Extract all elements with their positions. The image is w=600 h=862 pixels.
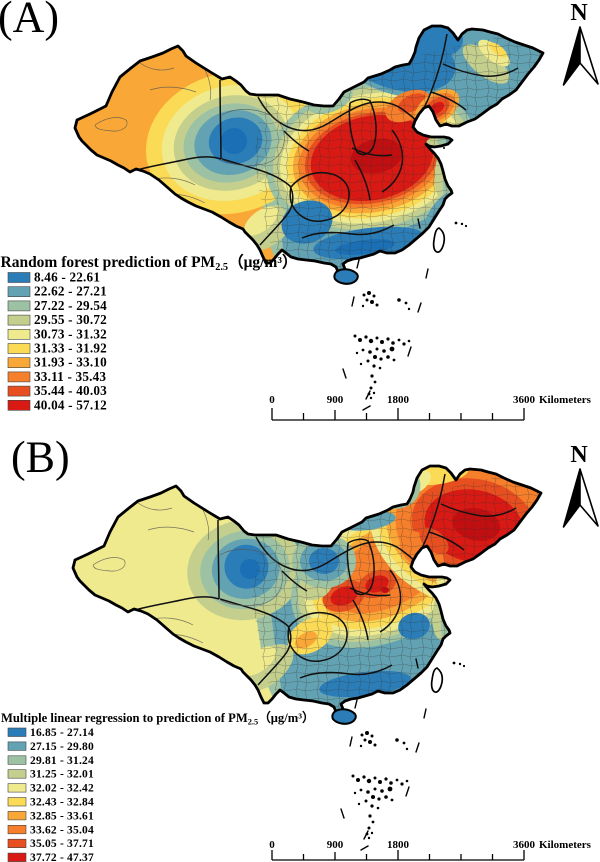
svg-text:Kilometers: Kilometers [539,394,592,406]
svg-text:Kilometers: Kilometers [539,839,592,851]
svg-text:32.02 - 32.42: 32.02 - 32.42 [30,783,94,795]
svg-text:Multiple linear regression to: Multiple linear regression to prediction… [1,710,315,727]
svg-text:N: N [570,442,588,468]
svg-text:16.85 - 27.14: 16.85 - 27.14 [30,727,94,739]
svg-text:27.15 - 29.80: 27.15 - 29.80 [30,741,94,753]
svg-text:32.85 - 33.61: 32.85 - 33.61 [30,810,94,822]
svg-text:35.05 - 37.71: 35.05 - 37.71 [30,838,94,850]
svg-text:37.72 - 47.37: 37.72 - 47.37 [30,852,94,862]
svg-text:3600: 3600 [513,839,536,851]
svg-text:8.46 - 22.61: 8.46 - 22.61 [34,270,100,285]
svg-text:29.81 - 31.24: 29.81 - 31.24 [30,755,94,767]
svg-text:32.43 - 32.84: 32.43 - 32.84 [30,797,94,809]
svg-text:0: 0 [269,839,275,851]
svg-text:33.62 - 35.04: 33.62 - 35.04 [30,824,94,836]
svg-text:900: 900 [327,394,344,406]
svg-text:31.93 - 33.10: 31.93 - 33.10 [34,355,107,370]
svg-text:N: N [570,0,588,26]
svg-text:1800: 1800 [387,839,410,851]
svg-text:(B): (B) [11,433,70,482]
svg-text:3600: 3600 [513,394,536,406]
svg-text:29.55 - 30.72: 29.55 - 30.72 [34,312,107,327]
svg-text:40.04 - 57.12: 40.04 - 57.12 [34,397,107,412]
svg-text:0: 0 [269,394,275,406]
svg-text:33.11 - 35.43: 33.11 - 35.43 [34,369,106,384]
svg-text:22.62 - 27.21: 22.62 - 27.21 [34,284,107,299]
svg-text:(A): (A) [0,0,59,42]
svg-text:27.22 - 29.54: 27.22 - 29.54 [34,298,107,313]
svg-text:31.33 - 31.92: 31.33 - 31.92 [34,341,107,356]
svg-text:900: 900 [327,839,344,851]
svg-text:35.44 - 40.03: 35.44 - 40.03 [34,383,107,398]
svg-text:1800: 1800 [387,394,410,406]
svg-text:31.25 - 32.01: 31.25 - 32.01 [30,769,94,781]
svg-text:30.73 - 31.32: 30.73 - 31.32 [34,326,107,341]
